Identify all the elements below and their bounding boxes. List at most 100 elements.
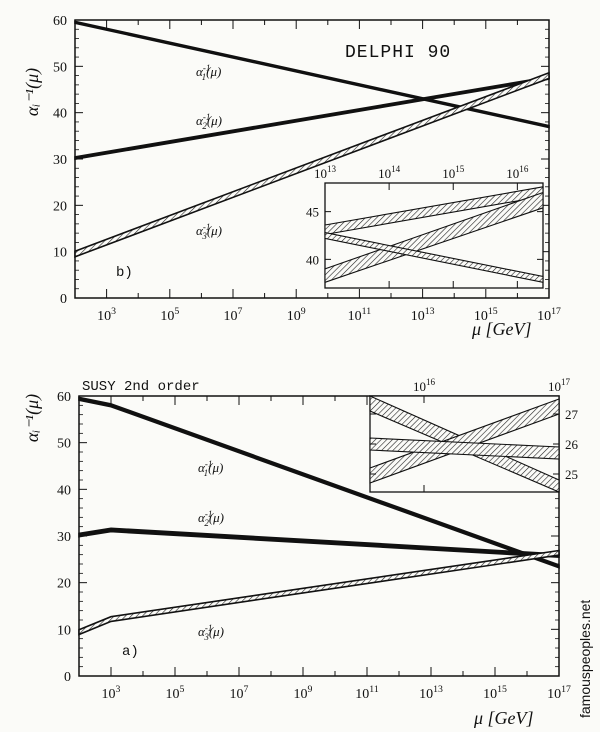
x-axis-label: μ [GeV]	[471, 319, 532, 339]
inset-y-tick-labels: 40 45	[306, 205, 319, 268]
x-tick-label: 1015	[474, 306, 498, 324]
tick-base: 10	[548, 379, 561, 394]
series-band	[78, 527, 560, 559]
tick-base: 10	[160, 309, 174, 324]
tick-base: 10	[547, 687, 561, 702]
tick-exponent: 7	[238, 306, 243, 317]
tick-base: 10	[230, 687, 244, 702]
x-tick-label: 1013	[419, 684, 443, 702]
x-tick-label: 1013	[411, 306, 435, 324]
tick-exponent: 7	[244, 684, 249, 695]
panel-label: a)	[122, 644, 139, 660]
tick-base: 10	[355, 687, 369, 702]
label-sup: -1	[203, 112, 211, 122]
series-label-alpha3: α-1 3(μ)	[198, 623, 224, 642]
tick-base: 10	[224, 309, 238, 324]
x-tick-label: 103	[97, 306, 116, 324]
series-band	[78, 396, 560, 569]
tick-exponent: 15	[455, 164, 465, 174]
series-label-alpha1: α-1 1(μ)	[196, 63, 221, 82]
label-sup: -1	[203, 63, 210, 73]
watermark: famouspeoples.net	[577, 600, 593, 718]
tick-exponent: 9	[301, 306, 306, 317]
y-tick-label: 10	[57, 623, 71, 638]
series-label-alpha2: α-1 2(μ)	[196, 112, 222, 131]
tick-exponent: 17	[551, 306, 561, 317]
inset-y-tick-label: 25	[565, 467, 578, 482]
label-sup: -1	[205, 459, 212, 469]
y-tick-label: 40	[53, 107, 67, 122]
tick-base: 10	[537, 309, 551, 324]
tick-base: 10	[411, 309, 425, 324]
chart-title: SUSY 2nd order	[82, 379, 200, 395]
x-tick-label: 1015	[483, 684, 507, 702]
series-label-alpha3: α-1 3(μ)	[196, 222, 222, 241]
y-tick-label: 0	[64, 670, 71, 685]
series-label-alpha2: α-1 2(μ)	[198, 509, 224, 528]
y-tick-labels: 0 10 20 30 40 50 60	[57, 390, 71, 685]
x-tick-label: 1011	[355, 684, 379, 702]
y-axis-label-text: αᵢ⁻¹(μ)	[22, 394, 43, 442]
x-tick-label: 107	[224, 306, 243, 324]
inset-x-tick-label: 1016	[506, 164, 529, 181]
chart-title: DELPHI 90	[345, 43, 451, 63]
series-group	[74, 20, 550, 258]
inset-y-tick-label: 40	[306, 252, 319, 267]
tick-exponent: 11	[362, 306, 372, 317]
tick-exponent: 17	[561, 684, 571, 695]
x-tick-label: 109	[294, 684, 313, 702]
inset-y-tick-label: 27	[565, 407, 579, 422]
tick-exponent: 3	[111, 306, 116, 317]
tick-exponent: 13	[433, 684, 443, 695]
inset-ticks	[324, 183, 543, 288]
x-tick-label: 107	[230, 684, 249, 702]
series-group	[78, 396, 560, 636]
tick-base: 10	[314, 166, 327, 181]
y-tick-label: 0	[60, 292, 67, 307]
tick-exponent: 3	[116, 684, 121, 695]
inset-ticks	[370, 396, 560, 492]
tick-base: 10	[166, 687, 180, 702]
tick-base: 10	[348, 309, 362, 324]
tick-base: 10	[294, 687, 308, 702]
tick-exponent: 15	[497, 684, 507, 695]
inset-x-tick-label: 1016	[413, 377, 436, 394]
tick-exponent: 17	[561, 377, 571, 387]
inset-x-tick-labels: 1013 1014 1015 1016	[314, 164, 529, 181]
y-tick-label: 60	[57, 390, 71, 405]
y-tick-label: 30	[57, 530, 71, 545]
inset-band	[324, 231, 544, 283]
tick-exponent: 11	[369, 684, 379, 695]
label-sub: 2	[202, 121, 207, 131]
inset-band	[324, 191, 544, 284]
x-tick-labels: 103 105 107 109 1011 1013 1015 1017	[102, 684, 571, 702]
series-band	[74, 71, 550, 258]
x-tick-label: 109	[287, 306, 306, 324]
y-tick-label: 50	[53, 60, 67, 75]
label-sub: 2	[204, 518, 209, 528]
label-sub: 1	[204, 468, 209, 478]
inset-x-tick-labels: 1016 1017	[413, 377, 571, 394]
tick-exponent: 16	[519, 164, 529, 174]
tick-base: 10	[506, 166, 519, 181]
x-tick-label: 1017	[547, 684, 571, 702]
inset-x-tick-label: 1015	[442, 164, 465, 181]
y-tick-label: 20	[57, 577, 71, 592]
tick-exponent: 9	[308, 684, 313, 695]
tick-exponent: 15	[488, 306, 498, 317]
series-band	[74, 75, 550, 161]
label-sup: -1	[205, 623, 213, 633]
tick-exponent: 5	[180, 684, 185, 695]
y-tick-label: 50	[57, 437, 71, 452]
inset-x-tick-label: 1014	[378, 164, 401, 181]
y-tick-label: 40	[57, 483, 71, 498]
y-axis-label-text: αᵢ⁻¹(μ)	[22, 68, 43, 116]
x-tick-label: 103	[102, 684, 121, 702]
label-sub: 3	[201, 231, 207, 241]
inset-y-tick-label: 26	[565, 437, 579, 452]
tick-base: 10	[378, 166, 391, 181]
tick-base: 10	[102, 687, 116, 702]
